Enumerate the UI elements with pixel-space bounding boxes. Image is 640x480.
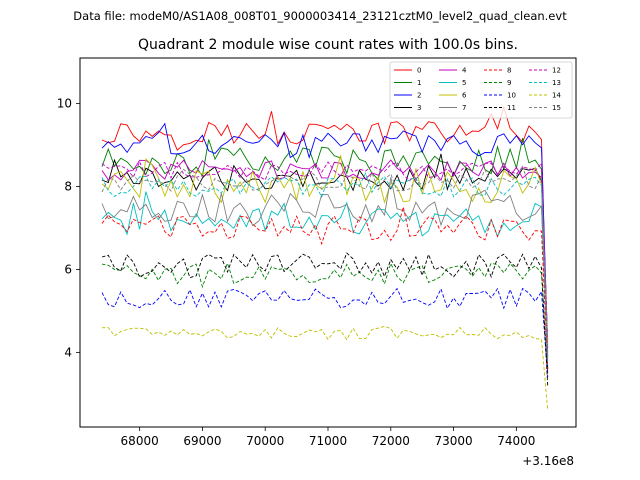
series-line-11 (101, 252, 549, 386)
series-line-3 (101, 153, 549, 370)
x-tick-label: 74000 (497, 434, 535, 448)
legend-label: 8 (507, 67, 511, 75)
series-line-14 (101, 325, 549, 411)
series-layer (101, 105, 549, 411)
legend-label: 1 (417, 79, 421, 87)
series-line-15 (101, 165, 549, 365)
x-tick-label: 72000 (372, 434, 410, 448)
y-tick-label: 4 (64, 345, 72, 359)
legend-label: 2 (417, 92, 421, 100)
series-line-0 (101, 105, 549, 374)
legend-label: 11 (507, 104, 516, 112)
series-line-2 (101, 122, 549, 349)
y-tick-label: 6 (64, 262, 72, 276)
x-offset-label: +3.16e8 (522, 454, 574, 468)
legend-label: 5 (462, 79, 466, 87)
series-line-5 (101, 191, 549, 357)
chart-title: Quadrant 2 module wise count rates with … (138, 37, 518, 53)
legend-label: 9 (507, 79, 511, 87)
series-line-10 (101, 287, 549, 378)
legend-label: 4 (462, 67, 467, 75)
legend-label: 6 (462, 92, 467, 100)
legend-label: 0 (417, 67, 421, 75)
x-tick-label: 68000 (121, 434, 159, 448)
x-tick-label: 73000 (434, 434, 472, 448)
legend-frame (389, 61, 573, 119)
legend-label: 7 (462, 104, 466, 112)
series-line-6 (101, 155, 549, 345)
series-line-8 (101, 206, 549, 370)
legend-label: 13 (552, 79, 561, 87)
legend-label: 15 (552, 104, 561, 112)
series-line-7 (101, 177, 549, 361)
y-tick-label: 10 (57, 97, 72, 111)
y-axis: 4 6 8 10 (57, 97, 80, 359)
series-line-13 (101, 172, 549, 361)
series-line-4 (101, 159, 549, 340)
y-tick-label: 8 (64, 180, 72, 194)
x-tick-label: 70000 (246, 434, 284, 448)
series-line-12 (101, 160, 549, 353)
x-axis: 68000 69000 70000 71000 72000 73000 74000 (121, 427, 535, 448)
series-line-1 (101, 137, 549, 357)
legend-label: 14 (552, 92, 561, 100)
legend-label: 12 (552, 67, 561, 75)
legend-label: 3 (417, 104, 421, 112)
legend-label: 10 (507, 92, 516, 100)
figure-suptitle: Data file: modeM0/AS1A08_008T01_90000034… (73, 9, 567, 23)
x-tick-label: 69000 (183, 434, 221, 448)
x-tick-label: 71000 (309, 434, 347, 448)
series-line-9 (101, 261, 549, 378)
